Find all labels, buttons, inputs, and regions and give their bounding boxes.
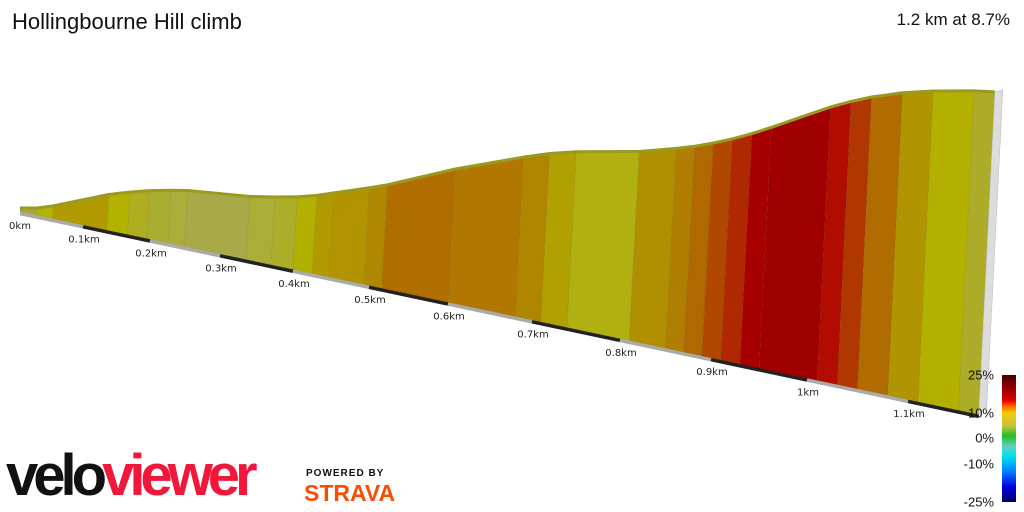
profile-segment bbox=[106, 191, 131, 236]
profile-segment bbox=[566, 151, 640, 342]
profile-segments bbox=[19, 89, 1004, 416]
profile-segment bbox=[447, 156, 524, 318]
profile-segment bbox=[381, 168, 456, 304]
tick-label: 0.3km bbox=[205, 263, 236, 274]
page-title: Hollingbourne Hill climb bbox=[12, 9, 242, 34]
distance-band bbox=[907, 399, 980, 419]
profile-segment bbox=[127, 190, 150, 240]
distance-band bbox=[619, 338, 712, 362]
tick-label: 0.4km bbox=[278, 279, 309, 290]
legend-label-neg10: -10% bbox=[963, 456, 994, 472]
tick-label: 1km bbox=[797, 388, 819, 399]
distance-band bbox=[368, 285, 449, 306]
tick-label: 0.6km bbox=[433, 312, 464, 323]
tick-label: 0.1km bbox=[68, 234, 99, 245]
tick-labels: 0km 0.1km 0.2km 0.3km 0.4km 0.5km 0.6km 0.7km 0.… bbox=[9, 221, 925, 420]
profile-segment bbox=[167, 189, 189, 248]
tick-label: 0.7km bbox=[517, 329, 548, 340]
distance-axis bbox=[19, 211, 980, 419]
strava-logo[interactable]: STRAVA bbox=[304, 480, 396, 506]
distance-band bbox=[710, 358, 808, 382]
distance-band bbox=[531, 320, 621, 343]
tick-label: 0km bbox=[9, 221, 31, 232]
tick-label: 0.5km bbox=[354, 295, 385, 306]
tick-label: 1.1km bbox=[893, 409, 924, 420]
tick-label: 0.8km bbox=[605, 348, 636, 359]
gradient-colorbar bbox=[1002, 375, 1016, 502]
distance-band bbox=[447, 302, 533, 324]
profile-end-face bbox=[978, 89, 1004, 416]
tick-label: 0.9km bbox=[696, 367, 727, 378]
legend-label-25: 25% bbox=[967, 367, 994, 383]
legend-label-neg25: -25% bbox=[963, 494, 994, 510]
logo-velo: velo bbox=[6, 443, 107, 508]
profile-segment bbox=[328, 187, 370, 286]
profile-segment bbox=[245, 196, 276, 266]
tick-label: 0.2km bbox=[135, 249, 166, 260]
legend-label-10: 10% bbox=[967, 405, 994, 421]
distance-band bbox=[219, 254, 294, 273]
profile-segment bbox=[146, 189, 172, 244]
powered-by-label: POWERED BY bbox=[306, 468, 385, 479]
distance-band bbox=[806, 378, 909, 404]
distance-band bbox=[292, 269, 370, 290]
distance-band bbox=[82, 225, 151, 243]
veloviewer-logo[interactable]: veloviewer bbox=[6, 443, 258, 508]
climb-summary: 1.2 km at 8.7% bbox=[896, 10, 1010, 29]
profile-top-surface bbox=[19, 89, 995, 210]
distance-band bbox=[149, 239, 221, 258]
distance-band bbox=[19, 211, 84, 229]
logo-viewer: viewer bbox=[102, 443, 258, 508]
legend-label-0: 0% bbox=[975, 430, 994, 446]
